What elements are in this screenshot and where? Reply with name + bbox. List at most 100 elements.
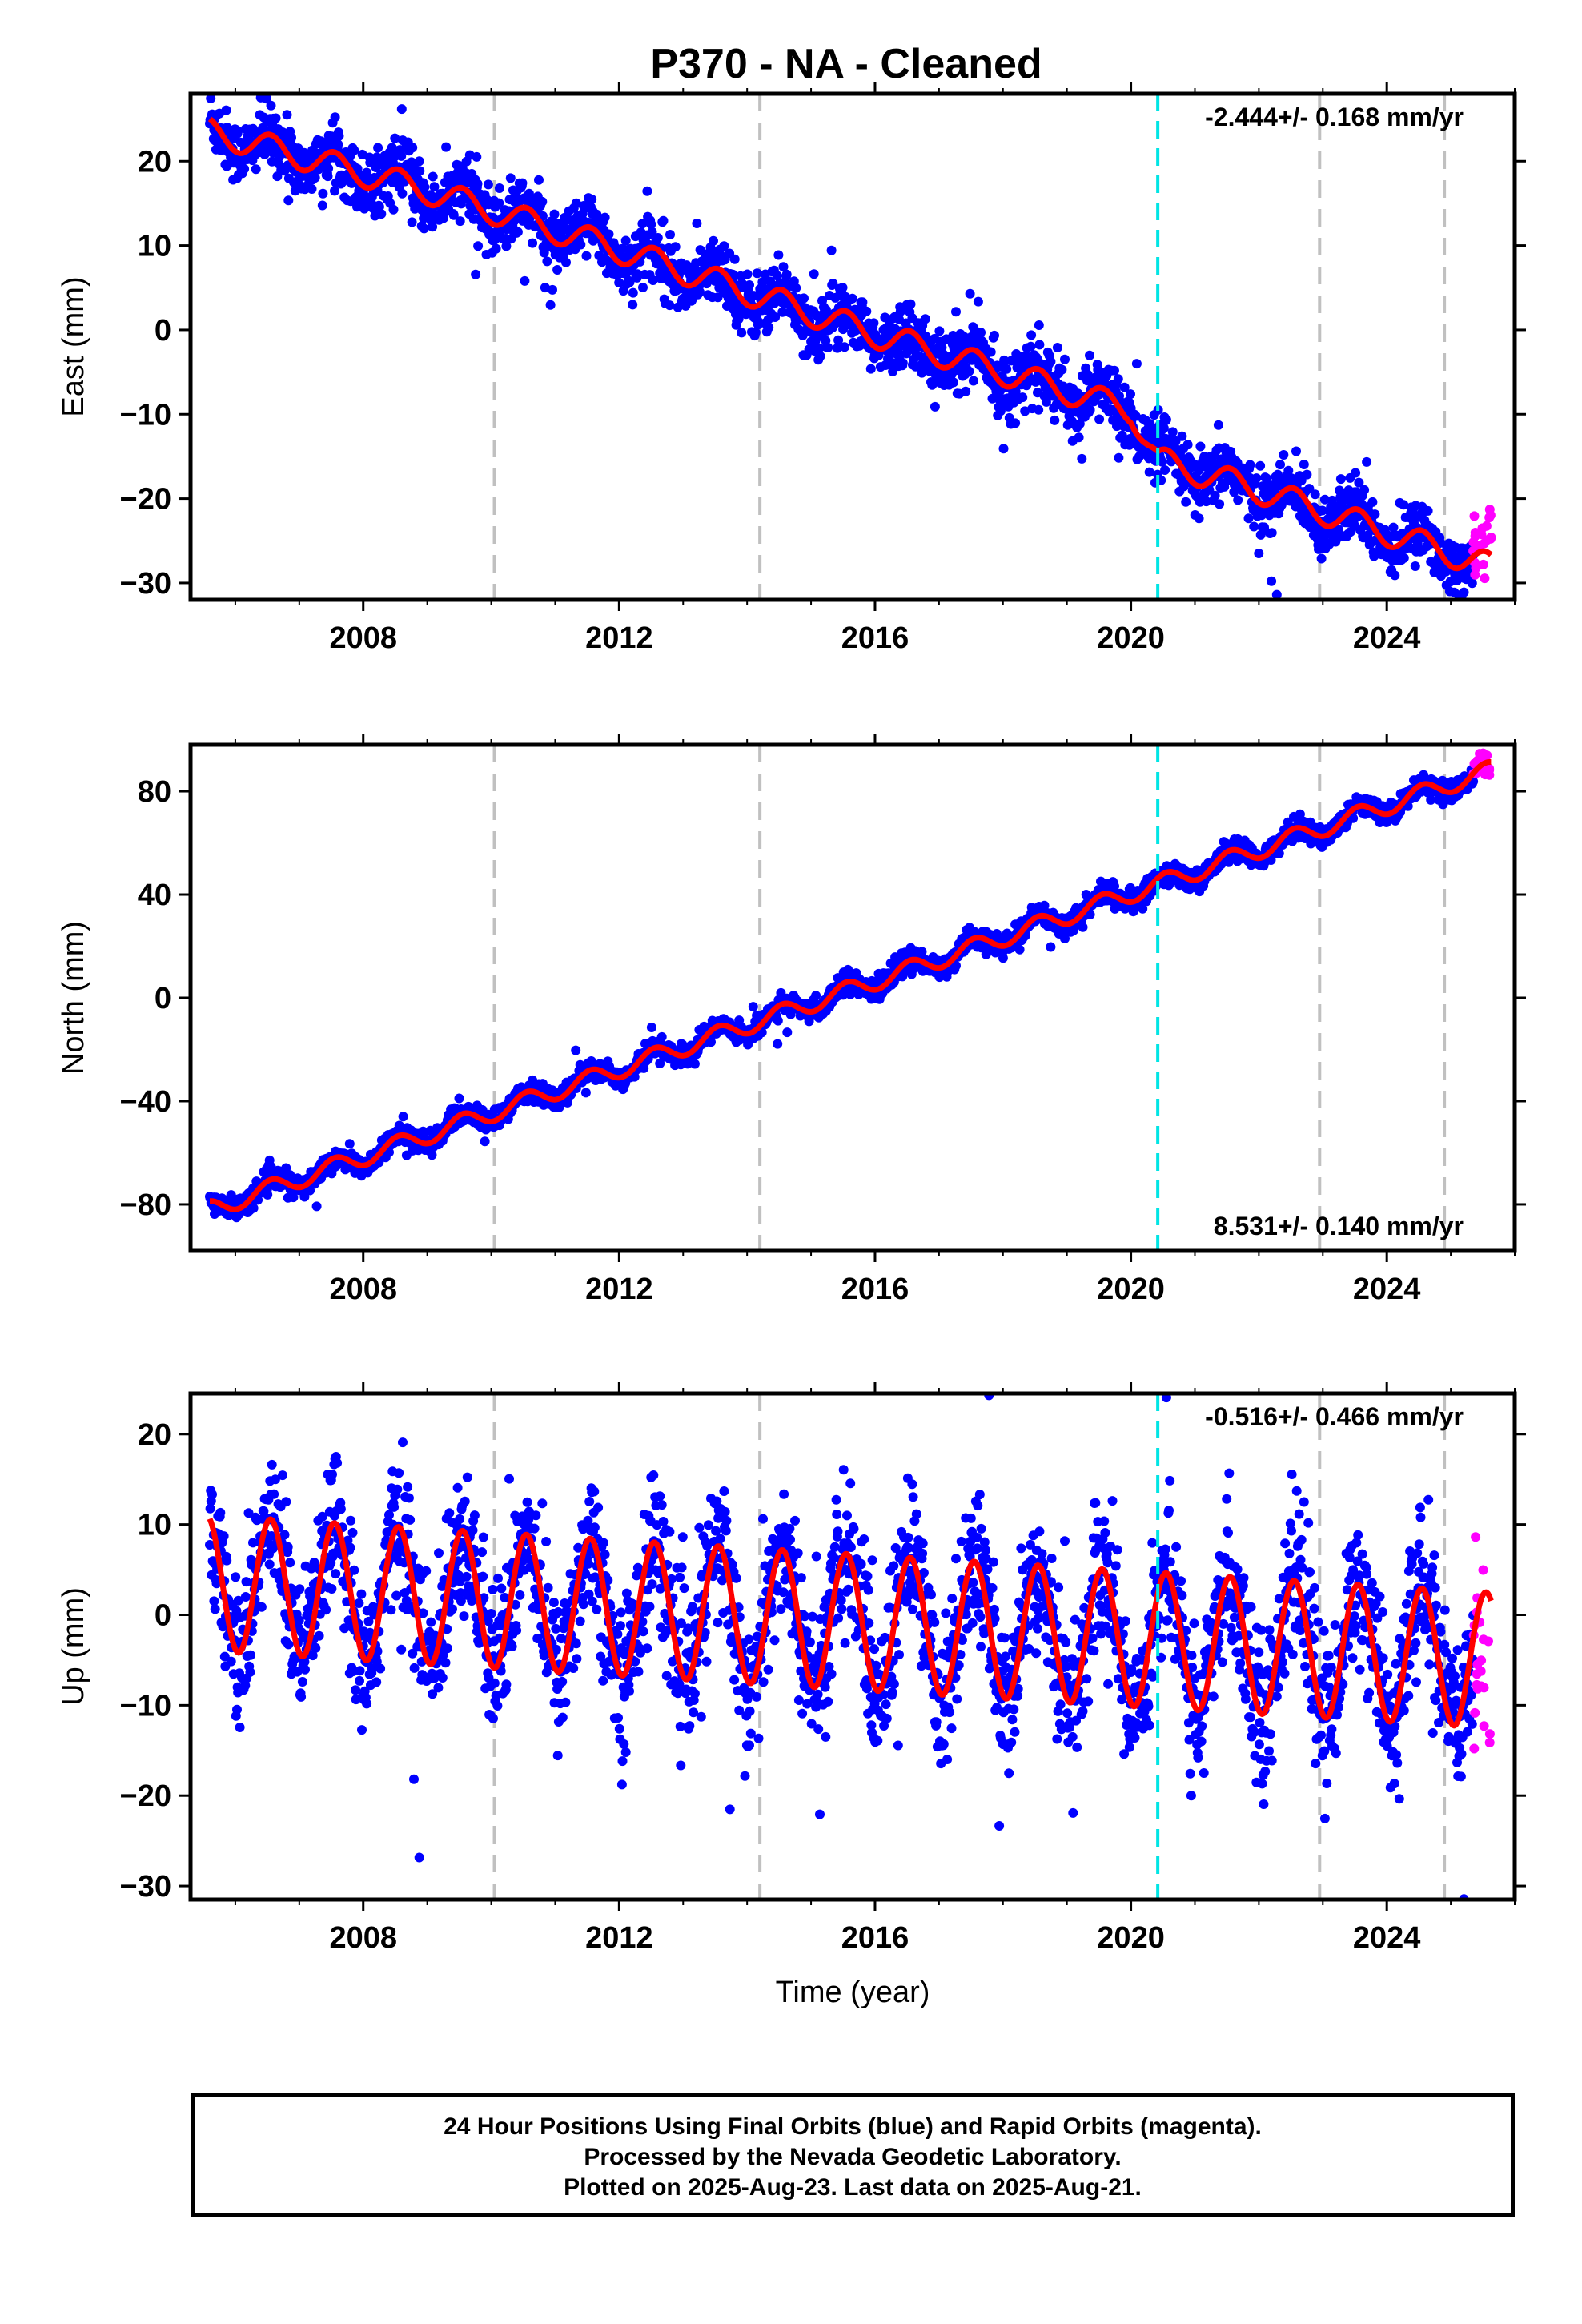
- data-point: [561, 257, 571, 267]
- data-point: [1078, 922, 1088, 932]
- data-point: [765, 276, 776, 287]
- data-point: [840, 342, 849, 352]
- data-point: [1229, 487, 1239, 497]
- data-point: [310, 172, 320, 183]
- data-point: [311, 1201, 322, 1212]
- data-point: [494, 198, 504, 208]
- data-point: [965, 288, 975, 299]
- data-point: [299, 1192, 310, 1202]
- data-point: [1181, 497, 1191, 507]
- y-tick-label: −30: [120, 567, 171, 601]
- data-point: [1213, 420, 1223, 430]
- x-tick-label: 2008: [329, 621, 397, 655]
- rapid-data-point: [1469, 511, 1480, 521]
- data-point: [1310, 489, 1320, 500]
- data-point: [537, 196, 548, 207]
- data-point: [648, 275, 658, 285]
- data-point: [689, 1059, 700, 1069]
- data-point: [1145, 419, 1155, 429]
- data-point: [397, 188, 408, 199]
- data-point: [632, 269, 643, 279]
- data-point: [1274, 848, 1284, 858]
- plot-area-north: [205, 745, 1495, 1251]
- data-point: [517, 178, 528, 188]
- data-point: [1291, 446, 1301, 456]
- data-point: [1267, 576, 1277, 586]
- data-point: [491, 243, 501, 254]
- data-point: [323, 163, 334, 174]
- data-point: [448, 210, 459, 220]
- data-point: [581, 251, 592, 261]
- data-point: [1269, 480, 1279, 490]
- data-point: [1119, 382, 1130, 392]
- data-point: [1354, 477, 1364, 488]
- data-point: [791, 283, 801, 293]
- data-point: [1178, 481, 1189, 492]
- data-point: [964, 366, 974, 376]
- data-point: [1046, 942, 1056, 952]
- data-point: [773, 1015, 783, 1026]
- data-point: [428, 171, 438, 182]
- data-point: [729, 254, 740, 264]
- data-point: [441, 142, 452, 152]
- data-point: [750, 328, 761, 338]
- data-point: [837, 283, 848, 293]
- data-point: [665, 300, 675, 311]
- data-point: [388, 204, 399, 215]
- data-point: [226, 1190, 236, 1200]
- data-point: [396, 104, 407, 115]
- data-point: [520, 275, 530, 286]
- rapid-data-point: [1485, 510, 1496, 521]
- data-point: [1410, 561, 1420, 571]
- data-point: [737, 328, 747, 338]
- data-point: [857, 297, 868, 308]
- data-point: [692, 219, 702, 228]
- data-point: [1243, 513, 1254, 524]
- data-point: [287, 132, 296, 143]
- data-point: [1034, 404, 1044, 415]
- data-point: [990, 330, 999, 340]
- data-point: [1010, 418, 1021, 428]
- data-point: [1423, 505, 1433, 516]
- x-tick-label: 2012: [585, 621, 653, 655]
- data-point: [271, 113, 281, 123]
- data-point: [1126, 389, 1135, 400]
- data-point: [828, 279, 838, 288]
- data-point: [752, 268, 762, 279]
- data-point: [1085, 404, 1095, 415]
- data-point: [398, 1112, 408, 1122]
- data-point: [1194, 513, 1204, 524]
- data-point: [998, 444, 1009, 454]
- data-point: [373, 143, 383, 153]
- data-point: [455, 216, 465, 227]
- data-point: [1390, 570, 1400, 581]
- data-point: [658, 215, 669, 226]
- data-point: [1283, 465, 1294, 476]
- data-point: [1020, 406, 1030, 416]
- data-point: [1060, 934, 1070, 943]
- data-point: [785, 1009, 796, 1019]
- data-point: [865, 364, 876, 374]
- data-point: [1456, 603, 1465, 613]
- data-point: [628, 287, 638, 298]
- data-point: [1114, 452, 1124, 463]
- final-orbit-points-east: [205, 94, 1479, 613]
- data-point: [833, 335, 844, 345]
- data-point: [757, 277, 768, 287]
- data-point: [745, 280, 754, 290]
- data-point: [317, 200, 327, 211]
- data-point: [1245, 460, 1255, 470]
- data-point: [951, 960, 961, 971]
- data-point: [349, 145, 359, 155]
- data-point: [439, 213, 448, 223]
- data-point: [638, 283, 648, 292]
- data-point: [1279, 450, 1289, 460]
- data-point: [239, 163, 250, 174]
- data-point: [1161, 415, 1171, 424]
- data-point: [483, 179, 493, 190]
- data-point: [1467, 578, 1477, 589]
- data-point: [1201, 497, 1211, 507]
- data-point: [665, 230, 675, 239]
- data-point: [920, 314, 930, 324]
